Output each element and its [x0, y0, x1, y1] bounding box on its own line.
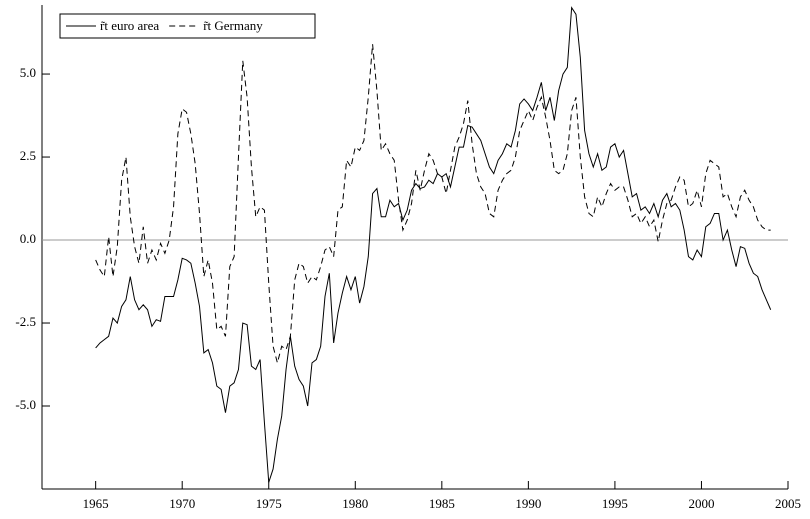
- y-tick-label: -2.5: [15, 314, 36, 329]
- y-tick-label: 0.0: [20, 231, 36, 246]
- x-tick-label: 1975: [256, 496, 282, 511]
- legend-box: [59, 13, 316, 39]
- legend-label: r̃t euro area: [100, 18, 159, 33]
- x-tick-label: 1995: [602, 496, 628, 511]
- x-tick-label: 1980: [342, 496, 368, 511]
- x-tick-label: 1965: [83, 496, 109, 511]
- legend-label: r̃t Germany: [203, 18, 263, 33]
- y-tick-label: 5.0: [20, 65, 36, 80]
- x-tick-label: 2005: [775, 496, 801, 511]
- x-tick-label: 1970: [169, 496, 195, 511]
- y-tick-label: 2.5: [20, 148, 36, 163]
- x-tick-label: 2000: [688, 496, 714, 511]
- y-tick-label: -5.0: [15, 397, 36, 412]
- series-line: [95, 6, 772, 483]
- x-tick-label: 1990: [515, 496, 541, 511]
- series-line: [95, 44, 771, 365]
- x-tick-label: 1985: [429, 496, 455, 511]
